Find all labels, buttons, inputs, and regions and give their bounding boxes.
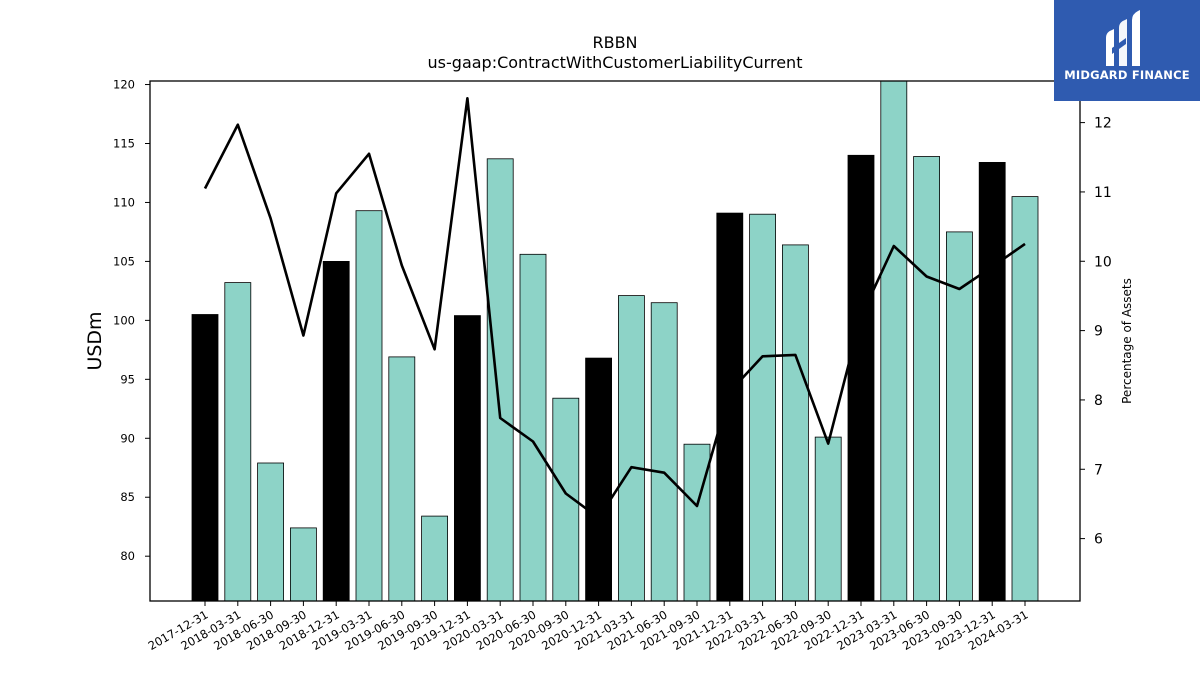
- y-tick-label: 120: [113, 78, 135, 92]
- y2-tick-label: 12: [1094, 116, 1112, 132]
- bar-2021-03-31: [618, 295, 645, 602]
- bar-2019-06-30: [388, 356, 416, 602]
- bar-2021-12-31: [716, 212, 744, 602]
- chart-title: RBBN: [592, 33, 637, 52]
- bar-2023-06-30: [913, 156, 940, 602]
- line-series: [203, 97, 1026, 520]
- bar-2023-12-31: [978, 161, 1006, 602]
- y-tick-label: 80: [120, 549, 135, 563]
- y2-tick-label: 7: [1094, 462, 1103, 478]
- bar-2024-03-31: [1011, 196, 1039, 602]
- y-axis-label: USDm: [84, 311, 106, 370]
- bar-2022-03-31: [749, 213, 776, 602]
- bar-2021-06-30: [650, 302, 678, 602]
- y-tick-label: 90: [120, 431, 135, 445]
- y2-tick-label: 6: [1094, 532, 1103, 548]
- bar-2018-09-30: [289, 527, 317, 602]
- bar-2022-09-30: [814, 436, 842, 602]
- y-tick-label: 100: [113, 313, 135, 327]
- bar-2023-03-31: [880, 80, 908, 602]
- y-tick-label: 115: [113, 136, 135, 150]
- percentage-line: [203, 97, 1026, 520]
- bar-2018-06-30: [257, 462, 285, 602]
- y-tick-label: 85: [120, 490, 135, 504]
- y-tick-label: 110: [113, 195, 135, 209]
- bar-2018-03-31: [224, 282, 252, 602]
- bar-2020-12-31: [585, 357, 612, 602]
- y2-tick-label: 9: [1094, 324, 1103, 340]
- bar-2017-12-31: [191, 314, 219, 602]
- bar-series: [191, 80, 1039, 602]
- bar-2020-03-31: [486, 158, 514, 602]
- bar-2022-06-30: [782, 244, 809, 602]
- bar-2019-09-30: [421, 515, 449, 602]
- bar-2019-03-31: [355, 210, 383, 602]
- bar-2022-12-31: [847, 154, 875, 602]
- bar-2023-09-30: [946, 231, 973, 602]
- midgard-finance-logo: MIDGARD FINANCE: [1054, 0, 1200, 101]
- bar-2018-12-31: [322, 260, 350, 602]
- logo-text: MIDGARD FINANCE: [1064, 68, 1190, 82]
- bar-2021-09-30: [683, 443, 711, 602]
- chart-subtitle: us-gaap:ContractWithCustomerLiabilityCur…: [428, 53, 803, 72]
- y-tick-label: 95: [120, 372, 135, 386]
- y2-tick-label: 11: [1094, 185, 1112, 201]
- y2-tick-label: 8: [1094, 393, 1103, 409]
- logo-mark-icon: [1106, 10, 1140, 66]
- y2-axis-label: Percentage of Assets: [1120, 278, 1134, 404]
- y2-tick-label: 10: [1094, 254, 1112, 270]
- bar-2020-06-30: [519, 253, 547, 602]
- y-tick-label: 105: [113, 254, 135, 268]
- bar-2019-12-31: [453, 315, 481, 602]
- plot-frame: [149, 80, 1081, 602]
